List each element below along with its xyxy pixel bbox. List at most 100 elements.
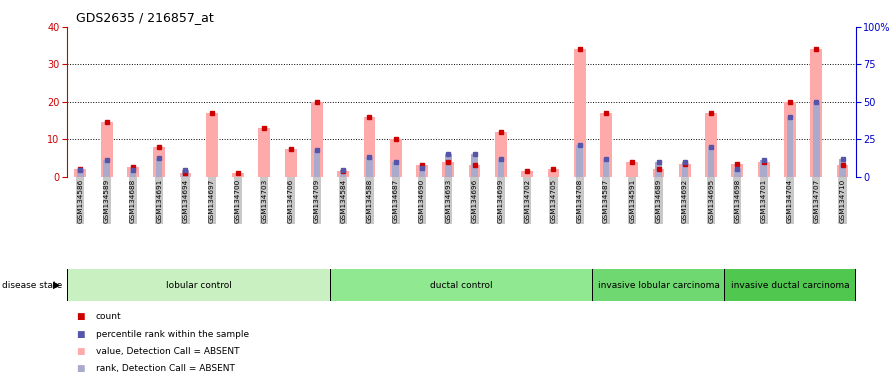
Bar: [314, 150, 320, 177]
Bar: [573, 50, 586, 177]
Text: GSM134690: GSM134690: [419, 179, 425, 223]
Bar: [392, 162, 399, 177]
Bar: [758, 162, 770, 177]
Text: rank, Detection Call = ABSENT: rank, Detection Call = ABSENT: [96, 364, 235, 373]
Bar: [153, 147, 165, 177]
Bar: [77, 170, 83, 177]
Text: GSM134687: GSM134687: [392, 179, 399, 223]
Text: GSM134699: GSM134699: [498, 179, 504, 223]
Text: GSM134702: GSM134702: [524, 179, 530, 223]
Text: GSM134696: GSM134696: [471, 179, 478, 223]
Bar: [679, 164, 691, 177]
Bar: [810, 50, 823, 177]
FancyBboxPatch shape: [331, 270, 592, 301]
Text: GSM134588: GSM134588: [366, 179, 373, 223]
Bar: [127, 167, 139, 177]
Text: percentile rank within the sample: percentile rank within the sample: [96, 329, 249, 339]
Text: ■: ■: [76, 329, 84, 339]
Bar: [497, 159, 504, 177]
Text: GSM134695: GSM134695: [708, 179, 714, 223]
Bar: [471, 154, 478, 177]
Text: GSM134701: GSM134701: [761, 179, 767, 223]
Bar: [813, 102, 820, 177]
Bar: [206, 113, 218, 177]
Bar: [258, 128, 271, 177]
Bar: [840, 159, 846, 177]
Bar: [100, 122, 113, 177]
Text: GSM134698: GSM134698: [735, 179, 740, 223]
Bar: [761, 160, 767, 177]
Bar: [418, 168, 426, 177]
Bar: [603, 159, 609, 177]
Bar: [340, 170, 347, 177]
Bar: [445, 154, 452, 177]
Text: GSM134708: GSM134708: [577, 179, 582, 223]
Text: GSM134700: GSM134700: [235, 179, 241, 223]
Bar: [652, 169, 665, 177]
Text: GSM134704: GSM134704: [787, 179, 793, 223]
Bar: [576, 145, 583, 177]
Text: GSM134688: GSM134688: [130, 179, 136, 223]
Bar: [182, 170, 189, 177]
Text: GSM134689: GSM134689: [656, 179, 661, 223]
Text: invasive lobular carcinoma: invasive lobular carcinoma: [598, 281, 719, 290]
Bar: [521, 171, 533, 177]
FancyBboxPatch shape: [68, 270, 330, 301]
Text: GSM134586: GSM134586: [77, 179, 83, 223]
Bar: [600, 113, 612, 177]
Text: GSM134705: GSM134705: [550, 179, 556, 223]
Text: GSM134694: GSM134694: [183, 179, 188, 223]
Bar: [784, 102, 796, 177]
Bar: [708, 147, 714, 177]
Text: ■: ■: [76, 347, 84, 356]
Bar: [311, 102, 323, 177]
Text: invasive ductal carcinoma: invasive ductal carcinoma: [730, 281, 849, 290]
Bar: [547, 169, 559, 177]
Text: GSM134693: GSM134693: [445, 179, 452, 223]
Text: GSM134591: GSM134591: [629, 179, 635, 223]
Text: GSM134587: GSM134587: [603, 179, 609, 223]
Bar: [469, 166, 480, 177]
Bar: [337, 171, 349, 177]
Text: lobular control: lobular control: [166, 281, 231, 290]
FancyBboxPatch shape: [67, 269, 856, 301]
Bar: [787, 117, 793, 177]
Text: GDS2635 / 216857_at: GDS2635 / 216857_at: [76, 12, 214, 25]
FancyBboxPatch shape: [593, 270, 724, 301]
Text: ▶: ▶: [53, 280, 60, 290]
Bar: [156, 158, 162, 177]
Text: GSM134709: GSM134709: [314, 179, 320, 223]
Bar: [705, 113, 717, 177]
Bar: [443, 162, 454, 177]
Text: ■: ■: [76, 364, 84, 373]
Bar: [837, 166, 849, 177]
Bar: [366, 157, 373, 177]
FancyBboxPatch shape: [725, 270, 855, 301]
Text: value, Detection Call = ABSENT: value, Detection Call = ABSENT: [96, 347, 239, 356]
Bar: [103, 160, 110, 177]
Text: ductal control: ductal control: [430, 281, 493, 290]
Bar: [232, 173, 244, 177]
Bar: [626, 162, 638, 177]
Text: GSM134692: GSM134692: [682, 179, 688, 223]
Bar: [74, 169, 86, 177]
Bar: [416, 166, 428, 177]
Bar: [682, 162, 688, 177]
Bar: [734, 169, 741, 177]
Bar: [179, 173, 192, 177]
Text: GSM134589: GSM134589: [104, 179, 109, 223]
Bar: [364, 117, 375, 177]
Bar: [130, 170, 136, 177]
Text: GSM134707: GSM134707: [814, 179, 819, 223]
Text: GSM134710: GSM134710: [840, 179, 846, 223]
Text: disease state: disease state: [2, 281, 62, 290]
Bar: [495, 132, 507, 177]
Text: GSM134706: GSM134706: [288, 179, 294, 223]
Bar: [285, 149, 297, 177]
Text: ■: ■: [76, 312, 84, 321]
Text: GSM134703: GSM134703: [262, 179, 267, 223]
Text: GSM134584: GSM134584: [340, 179, 346, 223]
Text: GSM134691: GSM134691: [156, 179, 162, 223]
Bar: [731, 164, 744, 177]
Bar: [655, 162, 662, 177]
